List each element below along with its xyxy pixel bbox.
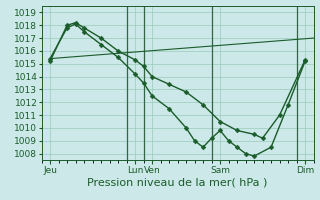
X-axis label: Pression niveau de la mer( hPa ): Pression niveau de la mer( hPa ): [87, 177, 268, 187]
